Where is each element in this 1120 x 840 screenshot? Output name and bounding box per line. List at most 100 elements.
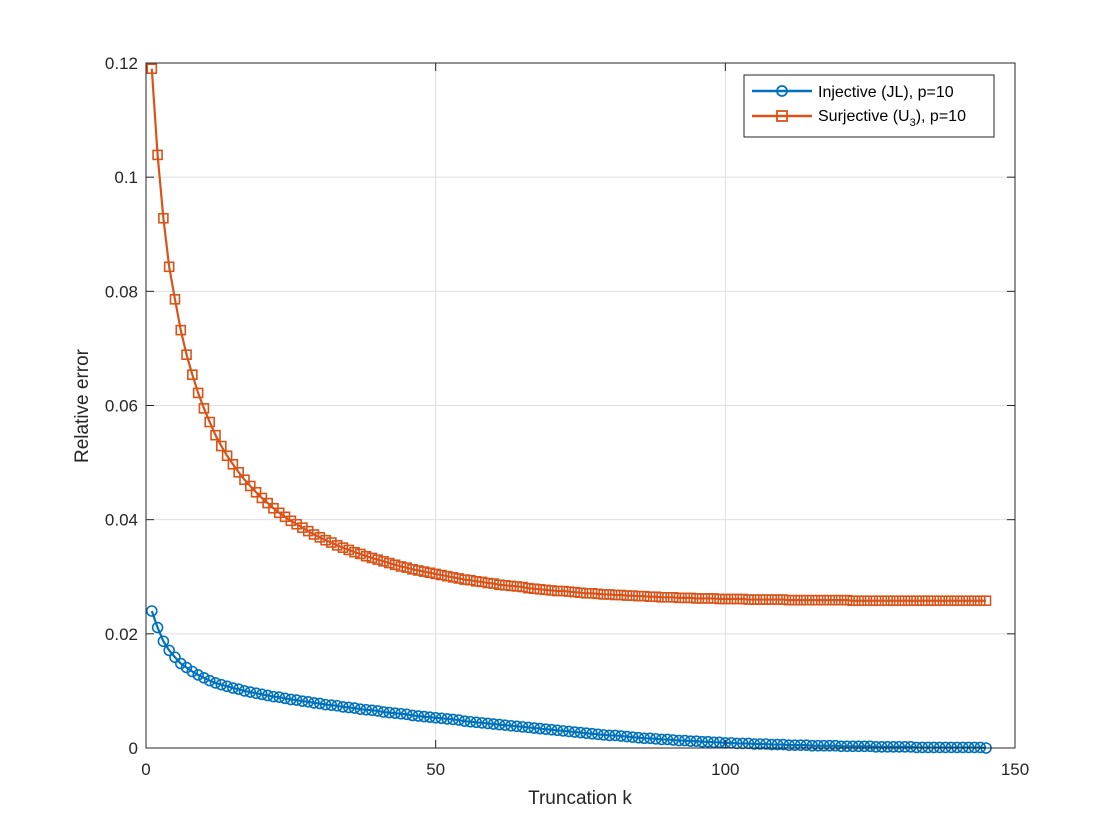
legend-label-surjective-main: Surjective (U: [818, 108, 910, 125]
data-point: [337, 701, 349, 713]
data-point: [239, 474, 250, 486]
data-point: [517, 581, 528, 593]
data-point: [488, 578, 499, 589]
data-point: [841, 740, 853, 753]
data-point: [951, 741, 963, 754]
data-point: [905, 595, 917, 607]
data-point: [384, 557, 395, 569]
data-point: [691, 593, 702, 604]
data-point: [853, 595, 864, 607]
data-point: [876, 595, 888, 607]
data-point: [354, 703, 367, 715]
data-point: [835, 594, 847, 606]
data-point: [430, 568, 441, 580]
data-point: [528, 722, 540, 734]
data-point: [476, 717, 488, 729]
data-point: [441, 570, 453, 582]
data-point: [285, 693, 297, 706]
data-point: [401, 562, 413, 573]
data-point: [261, 689, 274, 702]
data-point: [407, 564, 418, 575]
data-point: [615, 589, 627, 601]
data-point: [198, 671, 210, 684]
data-point: [192, 387, 204, 399]
data-point: [516, 721, 529, 733]
data-point: [412, 710, 425, 722]
data-point: [644, 732, 656, 745]
data-point: [145, 605, 158, 617]
data-point: [389, 707, 401, 719]
data-point: [928, 741, 940, 754]
data-point: [331, 540, 343, 551]
data-point: [250, 687, 262, 700]
data-point: [673, 734, 685, 747]
data-point: [801, 594, 812, 606]
data-point: [650, 591, 662, 603]
grid: [146, 63, 1015, 748]
data-point: [881, 741, 894, 753]
data-point: [273, 691, 286, 703]
data-point: [598, 589, 609, 600]
data-point: [627, 590, 638, 601]
data-point: [534, 584, 546, 595]
legend-marker-surjective: [776, 110, 788, 122]
data-point: [806, 739, 819, 752]
data-point: [152, 149, 163, 161]
data-point: [499, 719, 511, 731]
data-point: [638, 590, 650, 602]
data-point: [633, 590, 644, 602]
data-point: [696, 735, 708, 748]
data-point: [210, 429, 221, 441]
data-point: [754, 594, 766, 605]
data-point: [980, 595, 992, 607]
data-point: [221, 680, 233, 693]
data-point: [748, 594, 760, 605]
data-point: [684, 735, 697, 747]
legend-entry-injective: Injective (JL), p=10: [752, 84, 954, 101]
legend-label-surjective-sub: 3: [910, 117, 916, 129]
data-point: [748, 738, 761, 750]
data-point: [378, 556, 389, 567]
data-point: [545, 723, 558, 736]
data-point: [355, 548, 366, 560]
data-point: [534, 722, 546, 735]
data-point: [406, 709, 419, 722]
data-point: [546, 585, 557, 596]
data-point: [523, 582, 534, 594]
legend-label-injective-text: Injective (JL), p=10: [818, 84, 954, 101]
data-point: [904, 741, 917, 753]
data-point: [685, 592, 696, 604]
data-point: [754, 738, 766, 750]
data-point: [661, 733, 674, 746]
data-point: [233, 466, 244, 478]
data-point: [181, 349, 192, 360]
data-point: [910, 741, 923, 754]
data-point: [320, 534, 331, 546]
data-point: [447, 572, 459, 583]
data-point: [424, 567, 436, 579]
data-point: [209, 677, 222, 689]
data-point: [453, 573, 465, 584]
data-point: [765, 738, 778, 751]
data-point: [552, 585, 563, 597]
data-point: [267, 690, 280, 703]
data-point: [945, 595, 957, 607]
y-tick-label: 0.1: [114, 168, 138, 187]
y-axis-label: Relative error: [72, 348, 93, 463]
data-point: [586, 588, 598, 599]
data-point: [482, 717, 494, 730]
data-point: [511, 581, 523, 592]
data-point: [465, 574, 476, 586]
data-point: [870, 741, 882, 753]
data-point: [644, 591, 656, 603]
data-point: [609, 729, 622, 742]
data-point: [604, 589, 615, 600]
data-point: [476, 576, 488, 588]
data-point: [510, 720, 523, 733]
data-point: [157, 635, 170, 648]
data-point: [215, 678, 228, 691]
data-point: [789, 739, 801, 751]
data-point: [186, 665, 199, 678]
data-point: [725, 593, 737, 605]
data-point: [922, 741, 934, 754]
